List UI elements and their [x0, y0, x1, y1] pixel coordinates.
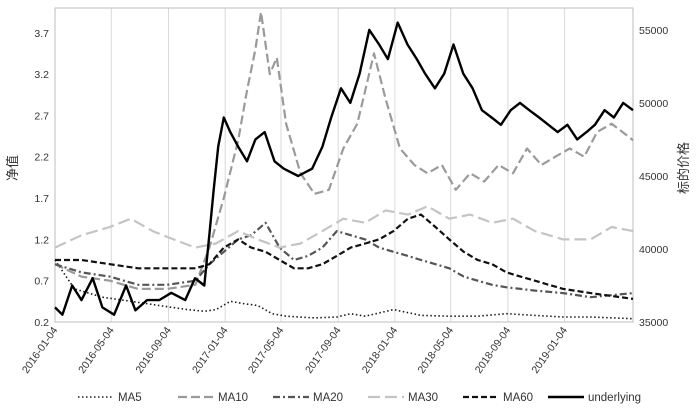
- legend: MA5 MA10 MA20 MA30 MA60 underlying: [78, 392, 641, 404]
- x-tick-label-7: 2018-05-04: [416, 325, 457, 376]
- series-line-ma30: [54, 205, 634, 249]
- x-axis-ticks: 2016-01-04 2016-05-04 2016-09-04 2017-01-04…: [20, 325, 570, 376]
- x-tick-label-5: 2017-09-04: [303, 325, 344, 376]
- left-axis-ticks: 0.2 0.7 1.2 1.7 2.2 2.7 3.2 3.7: [34, 28, 49, 329]
- left-tick-label-0: 0.2: [34, 317, 49, 329]
- series-line-ma10: [54, 11, 634, 290]
- x-tick-label-4: 2017-05-04: [246, 325, 287, 376]
- vertical-gridlines: [54, 8, 566, 322]
- legend-label-ma30: MA30: [408, 392, 438, 404]
- series-lines: [54, 11, 634, 320]
- series-line-underlying: [54, 21, 634, 316]
- x-tick-label-6: 2018-01-04: [360, 325, 401, 376]
- legend-label-ma10: MA10: [218, 392, 248, 404]
- left-tick-label-5: 2.7: [34, 110, 49, 122]
- left-tick-label-2: 1.2: [34, 234, 49, 246]
- right-tick-label-0: 35000: [639, 317, 668, 329]
- legend-label-ma60: MA60: [503, 392, 533, 404]
- right-tick-label-3: 50000: [639, 98, 668, 110]
- right-axis-title: 标的价格: [676, 142, 692, 194]
- x-tick-label-8: 2018-09-04: [473, 325, 514, 376]
- legend-label-ma5: MA5: [118, 392, 142, 404]
- left-tick-label-1: 0.7: [34, 276, 49, 288]
- right-axis-ticks: 35000 40000 45000 50000 55000: [639, 25, 668, 329]
- series-line-ma20: [54, 221, 634, 299]
- x-tick-label-9: 2019-01-04: [529, 325, 570, 376]
- right-tick-label-2: 45000: [639, 171, 668, 183]
- x-tick-label-2: 2016-09-04: [133, 325, 174, 376]
- right-tick-label-1: 40000: [639, 244, 668, 256]
- left-tick-label-7: 3.7: [34, 28, 49, 40]
- x-tick-label-1: 2016-05-04: [76, 325, 117, 376]
- plot-frame: [54, 7, 634, 323]
- x-tick-label-3: 2017-01-04: [190, 325, 231, 376]
- left-tick-label-4: 2.2: [34, 152, 49, 164]
- left-axis-title: 净值: [5, 155, 21, 181]
- legend-label-underlying: underlying: [588, 392, 641, 404]
- right-tick-label-4: 55000: [639, 25, 668, 37]
- series-line-ma5: [54, 259, 634, 320]
- left-tick-label-3: 1.7: [34, 193, 49, 205]
- left-tick-label-6: 3.2: [34, 69, 49, 81]
- legend-label-ma20: MA20: [313, 392, 343, 404]
- x-tick-label-0: 2016-01-04: [20, 325, 61, 376]
- series-line-ma60: [55, 213, 634, 300]
